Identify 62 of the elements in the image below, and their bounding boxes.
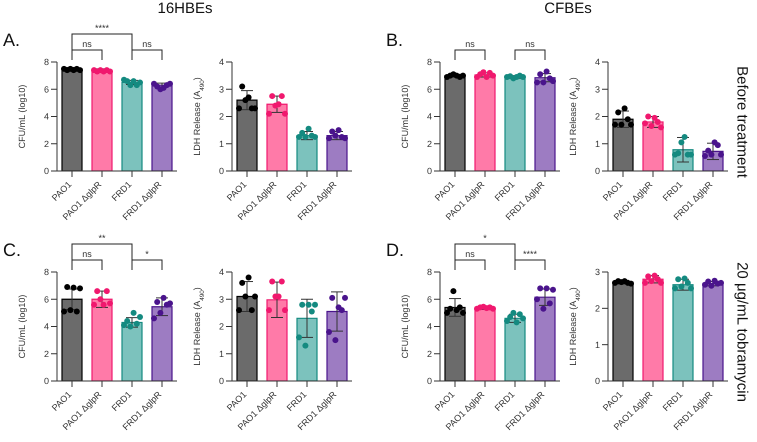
y-tick-label: 0 xyxy=(218,376,224,386)
chart-title: B. xyxy=(386,30,404,51)
y-tick-label: 2 xyxy=(44,348,49,359)
y-tick-label: 2 xyxy=(594,304,600,314)
y-tick-label: 8 xyxy=(426,57,432,68)
y-tick-label: 0 xyxy=(594,166,600,176)
y-axis-title: CFU/mL (log10) xyxy=(17,294,27,358)
text: **** xyxy=(522,249,538,259)
text: ns xyxy=(525,39,536,49)
y-tick-label: 4 xyxy=(218,57,224,68)
text: ns xyxy=(82,249,92,259)
y-tick-label: 3 xyxy=(594,84,600,94)
y-tick-label: 0 xyxy=(44,376,49,386)
chart-title: C. xyxy=(3,240,21,261)
chart-subtitle: CFBEs xyxy=(543,0,593,17)
y-tick-label: 4 xyxy=(426,112,432,122)
y-tick-label: 4 xyxy=(44,322,49,332)
y-tick-label: 4 xyxy=(594,57,600,68)
y-tick-label: 3 xyxy=(594,267,600,278)
y-tick-label: 2 xyxy=(44,138,49,149)
y-tick-label: 6 xyxy=(426,294,432,304)
y-tick-label: 0 xyxy=(218,166,224,176)
y-tick-label: 8 xyxy=(44,57,49,68)
y-tick-label: 8 xyxy=(426,267,432,278)
y-tick-label: 2 xyxy=(218,322,224,332)
y-tick-label: 8 xyxy=(44,267,49,278)
text: * xyxy=(483,233,488,243)
y-tick-label: 4 xyxy=(44,112,49,122)
y-tick-label: 0 xyxy=(426,376,432,386)
y-tick-label: 6 xyxy=(44,84,49,94)
y-tick-label: 2 xyxy=(426,348,432,359)
text: ns xyxy=(82,39,92,49)
y-tick-label: 6 xyxy=(44,294,49,304)
y-tick-label: 2 xyxy=(426,138,432,149)
y-tick-label: 4 xyxy=(218,267,224,278)
y-axis-title: CFU/mL (log10) xyxy=(400,294,410,358)
y-tick-label: 1 xyxy=(218,348,224,359)
y-tick-label: 1 xyxy=(594,138,600,149)
text: Before treatment xyxy=(734,66,750,178)
y-tick-label: 3 xyxy=(218,84,224,94)
text: 20 μg/mL tobramycin xyxy=(734,262,750,402)
y-tick-label: 3 xyxy=(218,294,224,304)
y-axis-title: CFU/mL (log10) xyxy=(400,84,410,148)
y-tick-label: 1 xyxy=(218,138,224,149)
text: ** xyxy=(98,233,106,243)
y-tick-label: 6 xyxy=(426,84,432,94)
text: ns xyxy=(465,39,476,49)
text: ns xyxy=(465,249,476,259)
chart-subtitle: 16HBEs xyxy=(156,0,214,17)
y-tick-label: 0 xyxy=(594,376,600,386)
y-tick-label: 0 xyxy=(44,166,49,176)
chart-title: D. xyxy=(386,240,404,261)
y-tick-label: 0 xyxy=(426,166,432,176)
text: **** xyxy=(94,23,110,33)
y-tick-label: 4 xyxy=(426,322,432,332)
text: * xyxy=(145,249,150,259)
y-tick-label: 2 xyxy=(594,112,600,122)
chart-title: A. xyxy=(3,30,20,51)
y-axis-title: CFU/mL (log10) xyxy=(17,84,27,148)
y-tick-label: 1 xyxy=(594,340,600,350)
y-tick-label: 2 xyxy=(218,112,224,122)
text: ns xyxy=(142,39,152,49)
